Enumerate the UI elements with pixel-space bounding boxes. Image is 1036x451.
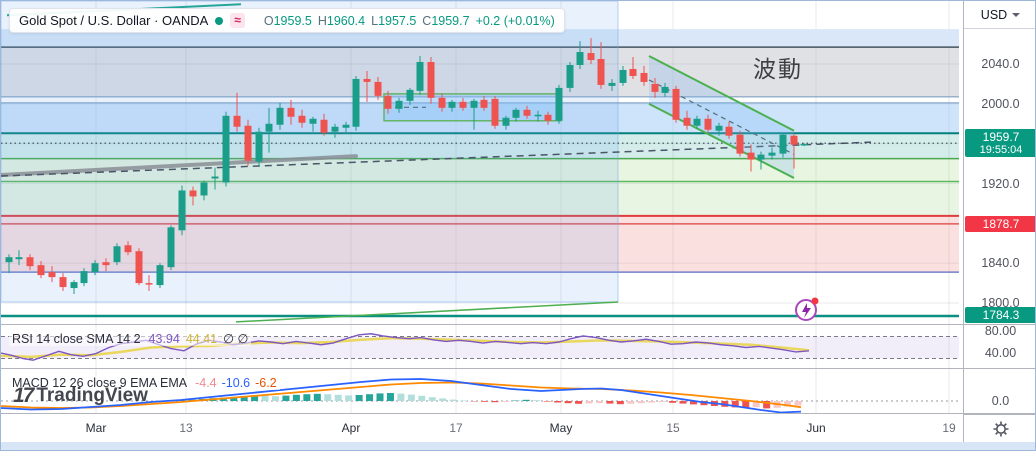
alert-level-value: 1878.7 [982, 216, 1020, 231]
market-status-dot-icon[interactable] [215, 16, 224, 25]
axis-settings-button[interactable] [963, 414, 1035, 442]
macd-signal-value: -6.2 [255, 376, 277, 390]
window-bottom-strip [1, 442, 1035, 450]
support-level-value: 1784.3 [982, 307, 1020, 322]
symbol-title[interactable]: Gold Spot / U.S. Dollar · OANDA [19, 13, 209, 28]
high-value: 1960.4 [326, 13, 366, 28]
axis-tick-label: 0.0 [991, 394, 1010, 408]
open-value: 1959.5 [273, 13, 312, 28]
time-tick-label: 17 [449, 421, 463, 435]
macd-line-value: -10.6 [221, 376, 251, 390]
axis-tick-label: 40.00 [984, 346, 1017, 360]
time-tick-label: Apr [341, 421, 361, 435]
approx-data-badge-icon[interactable]: ≈ [230, 13, 245, 28]
axis-tick-label: 2000.0 [981, 96, 1020, 111]
time-tick-label: Jun [806, 421, 826, 435]
time-tick-label: 13 [179, 421, 193, 435]
low-label: L [371, 13, 379, 28]
axis-tick-label: 1920.0 [981, 176, 1020, 191]
macd-title: MACD 12 26 close 9 EMA EMA [12, 376, 188, 390]
time-tick-label: Mar [85, 421, 107, 435]
tradingview-logo-icon: 17 [13, 384, 34, 407]
alert-level-badge: 1878.7 [965, 215, 1035, 232]
alert-bell-icon[interactable] [794, 296, 820, 322]
chevron-down-icon [1012, 12, 1021, 17]
time-tick-label: May [549, 421, 573, 435]
chart-area[interactable]: Gold Spot / U.S. Dollar · OANDA ≈ O1959.… [1, 1, 963, 414]
low-value: 1957.5 [378, 13, 417, 28]
pane-separator[interactable] [1, 368, 1035, 369]
axis-tick-label: 2040.0 [981, 57, 1020, 71]
chart-canvas[interactable] [1, 1, 963, 414]
axis-separator [1, 413, 1035, 414]
symbol-legend: Gold Spot / U.S. Dollar · OANDA ≈ O1959.… [9, 8, 565, 33]
close-value: 1959.7 [431, 13, 470, 28]
rsi-indicator-label[interactable]: RSI 14 close SMA 14 2 43.94 44.41 ∅ ∅ [9, 331, 252, 346]
change-value: +0.2 (+0.01%) [475, 13, 555, 28]
price-axis[interactable]: USD 2040.0 2000.0 1920.0 1840.0 1800.0 80.00 4… [963, 1, 1035, 442]
pane-separator[interactable] [1, 324, 1035, 325]
time-axis[interactable]: Mar 13 Apr 17 May 15 Jun 19 [1, 414, 963, 442]
macd-hist-value: -4.4 [195, 376, 217, 390]
axis-tick-label: 1800.0 [981, 296, 1020, 310]
rsi-empty-values: ∅ ∅ [223, 332, 249, 346]
time-tick-label: 15 [666, 421, 680, 435]
time-tick-label: 19 [942, 421, 956, 435]
ohlc-values: O1959.5 H1960.4 L1957.5 C1959.7 +0.2 (+0.01%… [258, 14, 555, 28]
current-price-value: 1959.7 [982, 129, 1020, 144]
tradingview-logo-text: TradingView [36, 385, 148, 406]
tradingview-watermark: 17 TradingView [13, 384, 148, 408]
rsi-sma-value: 44.41 [185, 332, 218, 346]
support-level-badge: 1784.3 [965, 306, 1035, 323]
open-label: O [263, 13, 274, 28]
rsi-value: 43.94 [148, 332, 180, 346]
close-label: C [422, 13, 432, 28]
gear-icon [993, 421, 1008, 436]
current-price-badge: 1959.7 19:55:04 [965, 128, 1035, 157]
currency-label: USD [980, 7, 1008, 22]
bar-countdown: 19:55:04 [979, 143, 1023, 156]
currency-selector[interactable]: USD [964, 1, 1035, 29]
rsi-title: RSI 14 close SMA 14 2 [12, 332, 141, 346]
high-label: H [317, 13, 327, 28]
axis-tick-label: 1840.0 [981, 256, 1020, 271]
macd-indicator-label[interactable]: MACD 12 26 close 9 EMA EMA -4.4 -10.6 -6.2 [9, 376, 280, 390]
axis-tick-label: 80.00 [984, 324, 1017, 338]
wave-text-annotation[interactable]: 波動 [753, 56, 803, 82]
